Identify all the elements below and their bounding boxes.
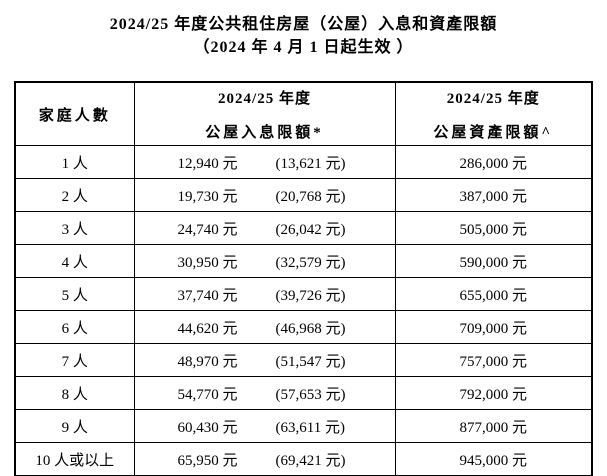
header-household-label: 家庭人數 [38,107,111,124]
income-limit-value: 44,620 元 [177,321,238,337]
household-size-cell: 1 人 [14,145,135,179]
household-size-cell: 5 人 [14,277,135,311]
income-limit-alt-value: (39,726 元) [275,288,346,304]
header-asset-limit: 2024/25 年度 公屋資產限額^ [394,81,593,146]
income-limit-alt-value: (46,968 元) [275,321,346,337]
income-limit-value: 19,730 元 [177,189,238,205]
income-limit-alt-value: (57,653 元) [275,387,346,403]
household-size-cell: 4 人 [14,244,135,278]
income-limit-alt-value: (69,421 元) [275,453,346,469]
page-title-line2: （2024 年 4 月 1 日起生效 ） [193,39,414,56]
header-row: 家庭人數 2024/25 年度 公屋入息限額* 2024/25 年度 公屋資產限… [14,81,593,146]
income-limit-alt-value: (63,611 元) [275,420,345,436]
page-title: 2024/25 年度公共租住房屋（公屋）入息和資產限額 （2024 年 4 月 … [0,0,607,59]
table-row: 10 人或以上 65,950 元 (69,421 元) 945,000 元 [14,442,593,476]
table-header: 家庭人數 2024/25 年度 公屋入息限額* 2024/25 年度 公屋資產限… [14,81,593,146]
household-size-cell: 9 人 [14,409,135,443]
asset-limit-cell: 286,000 元 [394,145,593,179]
table-row: 9 人 60,430 元 (63,611 元) 877,000 元 [14,409,593,443]
asset-limit-cell: 387,000 元 [394,178,593,212]
header-asset-label: 公屋資產限額^ [433,124,554,141]
table-row: 2 人 19,730 元 (20,768 元) 387,000 元 [14,178,593,212]
household-size-cell: 6 人 [14,310,135,344]
household-size-cell: 10 人或以上 [14,442,135,476]
asset-limit-cell: 757,000 元 [394,343,593,377]
income-limit-alt-value: (20,768 元) [275,189,346,205]
income-limit-value: 65,950 元 [177,453,238,469]
income-limit-cell: 48,970 元 (51,547 元) [133,343,396,377]
table-row: 3 人 24,740 元 (26,042 元) 505,000 元 [14,211,593,245]
income-limit-cell: 19,730 元 (20,768 元) [133,178,396,212]
table-row: 5 人 37,740 元 (39,726 元) 655,000 元 [14,277,593,311]
income-limit-cell: 60,430 元 (63,611 元) [133,409,396,443]
household-size-cell: 2 人 [14,178,135,212]
income-limit-alt-value: (26,042 元) [275,222,346,238]
table-row: 6 人 44,620 元 (46,968 元) 709,000 元 [14,310,593,344]
income-limit-value: 24,740 元 [177,222,238,238]
table-row: 7 人 48,970 元 (51,547 元) 757,000 元 [14,343,593,377]
income-limit-value: 30,950 元 [177,255,238,271]
asset-limit-cell: 945,000 元 [394,442,593,476]
page-title-line1: 2024/25 年度公共租住房屋（公屋）入息和資產限額 [109,16,498,33]
table-row: 4 人 30,950 元 (32,579 元) 590,000 元 [14,244,593,278]
income-limit-value: 48,970 元 [177,354,238,370]
header-household-size: 家庭人數 [14,81,135,146]
household-size-cell: 3 人 [14,211,135,245]
asset-limit-cell: 655,000 元 [394,277,593,311]
income-limit-cell: 30,950 元 (32,579 元) [133,244,396,278]
table-row: 1 人 12,940 元 (13,621 元) 286,000 元 [14,145,593,179]
income-limit-alt-value: (32,579 元) [275,255,346,271]
income-limit-alt-value: (13,621 元) [275,156,346,172]
asset-limit-cell: 877,000 元 [394,409,593,443]
income-limit-value: 60,430 元 [177,420,238,436]
header-income-year: 2024/25 年度 [218,90,311,107]
income-limit-cell: 44,620 元 (46,968 元) [133,310,396,344]
table-row: 8 人 54,770 元 (57,653 元) 792,000 元 [14,376,593,410]
asset-limit-cell: 505,000 元 [394,211,593,245]
household-size-cell: 8 人 [14,376,135,410]
income-limit-alt-value: (51,547 元) [275,354,346,370]
income-limit-cell: 24,740 元 (26,042 元) [133,211,396,245]
income-limit-value: 54,770 元 [177,387,238,403]
header-income-label: 公屋入息限額* [205,124,324,141]
income-limit-value: 12,940 元 [177,156,238,172]
housing-limits-table: 家庭人數 2024/25 年度 公屋入息限額* 2024/25 年度 公屋資產限… [14,81,593,476]
header-asset-year: 2024/25 年度 [446,90,540,107]
income-limit-cell: 65,950 元 (69,421 元) [133,442,396,476]
household-size-cell: 7 人 [14,343,135,377]
asset-limit-cell: 709,000 元 [394,310,593,344]
asset-limit-cell: 792,000 元 [394,376,593,410]
income-limit-value: 37,740 元 [177,288,238,304]
header-income-limit: 2024/25 年度 公屋入息限額* [133,81,396,146]
income-limit-cell: 37,740 元 (39,726 元) [133,277,396,311]
income-limit-cell: 12,940 元 (13,621 元) [133,145,396,179]
asset-limit-cell: 590,000 元 [394,244,593,278]
income-limit-cell: 54,770 元 (57,653 元) [133,376,396,410]
